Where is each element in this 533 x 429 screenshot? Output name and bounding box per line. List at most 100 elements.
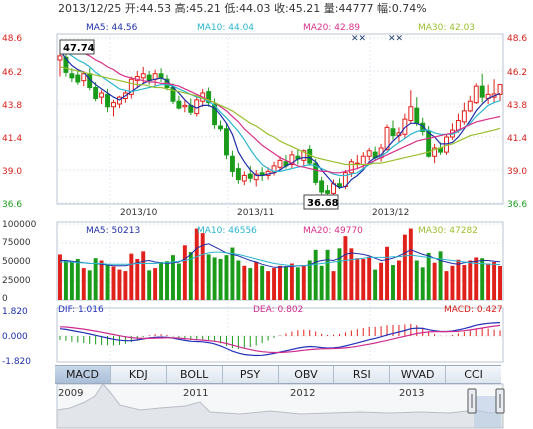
price-ytick-left: 41.4 xyxy=(2,134,22,144)
low-annotation-box xyxy=(303,194,339,210)
tab-obv[interactable]: OBV xyxy=(279,366,335,383)
volume-bar xyxy=(69,262,74,300)
volume-bar xyxy=(456,259,461,300)
candle-body xyxy=(247,173,253,179)
volume-bar xyxy=(153,268,158,300)
vol-ytick: 25000 xyxy=(2,276,31,286)
volume-bar xyxy=(432,262,437,300)
volume-bar xyxy=(141,251,146,300)
volume-bar xyxy=(117,269,122,300)
navigator-panel[interactable] xyxy=(56,383,505,429)
legend-ma30: MA30: 42.03 xyxy=(418,23,475,33)
price-ytick-right: 46.2 xyxy=(507,68,527,78)
volume-bar xyxy=(278,265,282,300)
price-ma30-line xyxy=(59,66,501,166)
candle-body xyxy=(479,85,485,98)
macd-ytick: 0.000 xyxy=(2,332,28,342)
candle-body xyxy=(253,173,259,181)
candle-body xyxy=(229,155,235,172)
candle-body xyxy=(140,73,146,79)
vol-legend-ma10: MA10: 46556 xyxy=(197,226,257,236)
volume-bar xyxy=(283,266,288,300)
volume-bar xyxy=(385,246,390,300)
volume-bar xyxy=(408,228,413,300)
header-low: 44.03 xyxy=(239,2,271,15)
candle-body xyxy=(301,150,307,161)
volume-bar xyxy=(182,245,187,300)
candle-body xyxy=(206,91,212,104)
header-open: 44.53 xyxy=(140,2,172,15)
candle-body xyxy=(111,102,116,108)
macd-ytick: -1.820 xyxy=(2,357,31,367)
candle-body xyxy=(128,78,134,95)
tab-boll[interactable]: BOLL xyxy=(167,366,223,383)
candle-body xyxy=(81,73,87,82)
candle-body xyxy=(218,125,223,130)
volume-bar xyxy=(159,262,164,300)
macd-legend-dif: DIF: 1.016 xyxy=(58,305,104,315)
candle-body xyxy=(497,84,503,95)
event-marker-icon[interactable]: ✕✕ xyxy=(388,34,403,44)
header-change-label: 幅: xyxy=(377,2,392,15)
candle-body xyxy=(467,100,473,112)
legend-ma5: MA5: 44.56 xyxy=(86,23,138,33)
candle-body xyxy=(194,99,200,115)
macd-legend-dea: DEA: 0.802 xyxy=(253,305,303,315)
volume-bar xyxy=(391,265,395,300)
volume-bar xyxy=(218,258,223,300)
xtick-month: 2013/11 xyxy=(237,208,274,218)
volume-bar xyxy=(402,234,407,300)
macd-dif-line xyxy=(59,322,501,357)
macd-legend-macd: MACD: 0.427 xyxy=(444,305,503,315)
header-volume-label: 量: xyxy=(324,2,339,15)
xtick-month: 2013/12 xyxy=(372,208,409,218)
volume-bar xyxy=(75,258,80,300)
price-ytick-left: 46.2 xyxy=(2,68,22,78)
volume-bar xyxy=(111,266,116,300)
volume-bar xyxy=(319,265,324,300)
candle-body xyxy=(366,150,372,157)
volume-bar xyxy=(123,271,128,300)
candle-body xyxy=(408,106,414,121)
candle-body xyxy=(63,56,69,73)
nav-year: 2013 xyxy=(399,388,424,399)
candle-body xyxy=(158,73,164,79)
volume-bar xyxy=(236,260,241,300)
volume-bar xyxy=(295,267,300,300)
price-ma20-line xyxy=(59,41,501,174)
tab-rsi[interactable]: RSI xyxy=(334,366,391,383)
vol-ytick: 100000 xyxy=(2,220,37,230)
volume-bar xyxy=(498,265,502,300)
low-annotation: 36.68 xyxy=(307,198,339,209)
candle-body xyxy=(93,87,99,99)
candle-body xyxy=(69,73,75,79)
candle-body xyxy=(176,100,182,109)
candle-body xyxy=(235,168,241,181)
price-ytick-left: 48.6 xyxy=(2,34,22,44)
volume-bar xyxy=(188,252,193,300)
candle-body xyxy=(99,92,105,98)
candle-body xyxy=(390,128,396,137)
volume-bar xyxy=(224,255,229,300)
volume-bar xyxy=(81,268,86,300)
nav-year: 2009 xyxy=(58,388,83,399)
event-marker-icon[interactable]: ✕✕ xyxy=(351,34,366,44)
volume-bar xyxy=(307,260,312,300)
volume-bar xyxy=(420,267,425,300)
volume-bar xyxy=(361,258,366,300)
tab-wvad[interactable]: WVAD xyxy=(390,366,447,383)
candle-body xyxy=(307,148,313,164)
header-close: 45.21 xyxy=(289,2,321,15)
panel-frame xyxy=(56,307,504,363)
tab-macd[interactable]: MACD xyxy=(55,366,111,383)
tab-cci[interactable]: CCI xyxy=(464,368,483,381)
candle-body xyxy=(75,74,81,83)
tab-kdj[interactable]: KDJ xyxy=(111,366,167,383)
price-ytick-left: 39.0 xyxy=(2,167,22,177)
price-ytick-right: 43.8 xyxy=(507,101,527,111)
tab-psy[interactable]: PSY xyxy=(223,366,279,383)
candle-body xyxy=(212,103,218,126)
vol-legend-ma5: MA5: 50213 xyxy=(86,226,140,236)
volume-bar xyxy=(194,228,199,300)
